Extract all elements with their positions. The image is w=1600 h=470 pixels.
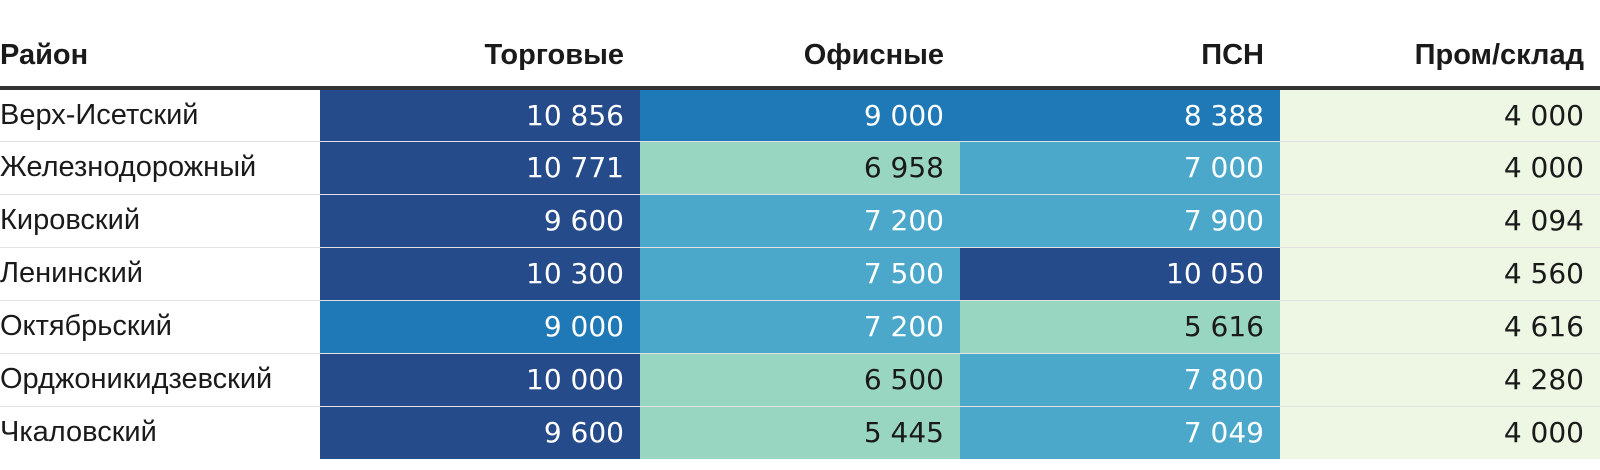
table-row: Орджоникидзевский 10 000 6 500 7 800 4 280: [0, 353, 1600, 407]
row-label-district: Железнодорожный: [0, 141, 320, 195]
heat-cell-retail: 10 000: [320, 353, 640, 407]
header-row: Район Торговые Офисные ПСН Пром/склад: [0, 0, 1600, 90]
heat-cell-office: 7 200: [640, 300, 960, 354]
heat-cell-psn: 5 616: [960, 300, 1280, 354]
table-header: Район Торговые Офисные ПСН Пром/склад: [0, 0, 1600, 90]
heat-cell-retail: 10 771: [320, 141, 640, 195]
row-label-district: Кировский: [0, 194, 320, 248]
heat-cell-psn: 7 800: [960, 353, 1280, 407]
row-label-district: Ленинский: [0, 247, 320, 301]
heat-cell-retail: 10 300: [320, 247, 640, 301]
heat-cell-industrial: 4 560: [1280, 247, 1600, 301]
heat-cell-office: 7 500: [640, 247, 960, 301]
heat-cell-office: 5 445: [640, 406, 960, 459]
heatmap-table: Район Торговые Офисные ПСН Пром/склад Ве…: [0, 0, 1600, 459]
table-row: Кировский 9 600 7 200 7 900 4 094: [0, 194, 1600, 248]
heat-cell-industrial: 4 000: [1280, 406, 1600, 459]
heat-cell-retail: 9 600: [320, 194, 640, 248]
column-header-retail: Торговые: [320, 0, 640, 90]
heat-cell-industrial: 4 000: [1280, 141, 1600, 195]
heat-cell-office: 6 958: [640, 141, 960, 195]
heat-cell-office: 6 500: [640, 353, 960, 407]
row-label-district: Чкаловский: [0, 416, 157, 449]
table-body: Верх-Исетский 10 856 9 000 8 388 4 000 Железн…: [0, 88, 1600, 459]
heat-cell-industrial: 4 616: [1280, 300, 1600, 354]
heat-cell-office: 7 200: [640, 194, 960, 248]
row-label-district: Октябрьский: [0, 300, 320, 354]
heat-cell-industrial: 4 000: [1280, 88, 1600, 142]
table-row: Чкаловский 9 600 5 445 7 049 4 000: [0, 406, 1600, 459]
column-header-industrial: Пром/склад: [1280, 0, 1600, 90]
table-row: Октябрьский 9 000 7 200 5 616 4 616: [0, 300, 1600, 354]
column-header-office: Офисные: [640, 0, 960, 90]
heat-cell-psn: 10 050: [960, 247, 1280, 301]
heat-cell-psn: 8 388: [960, 88, 1280, 142]
column-header-psn: ПСН: [960, 0, 1280, 90]
heat-cell-psn: 7 000: [960, 141, 1280, 195]
heat-cell-retail: 9 600: [320, 406, 640, 459]
heat-cell-industrial: 4 094: [1280, 194, 1600, 248]
table-row: Железнодорожный 10 771 6 958 7 000 4 000: [0, 141, 1600, 195]
heat-cell-office: 9 000: [640, 88, 960, 142]
table-row: Верх-Исетский 10 856 9 000 8 388 4 000: [0, 88, 1600, 142]
heat-cell-retail: 10 856: [320, 88, 640, 142]
heat-cell-psn: 7 049: [960, 406, 1280, 459]
heat-cell-retail: 9 000: [320, 300, 640, 354]
heat-cell-industrial: 4 280: [1280, 353, 1600, 407]
table-row: Ленинский 10 300 7 500 10 050 4 560: [0, 247, 1600, 301]
column-header-district: Район: [0, 0, 320, 90]
row-label-district: Верх-Исетский: [0, 88, 320, 142]
heat-cell-psn: 7 900: [960, 194, 1280, 248]
row-label-district: Орджоникидзевский: [0, 353, 320, 407]
